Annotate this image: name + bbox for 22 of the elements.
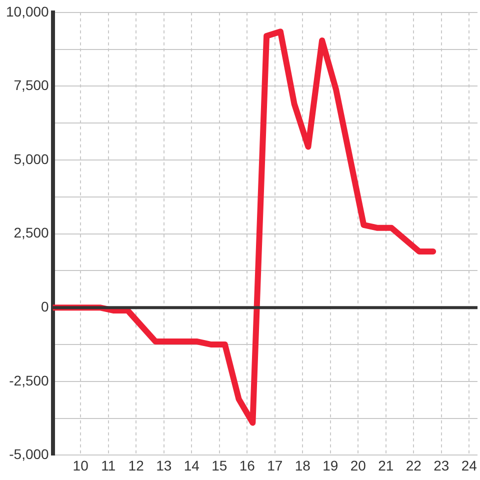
x-tick-label: 10 (72, 457, 89, 474)
x-tick-label: 14 (184, 457, 200, 474)
x-tick-label: 13 (156, 457, 172, 474)
y-tick-label: 0 (41, 298, 50, 314)
x-tick-label: 18 (294, 457, 311, 474)
x-tick-label: 16 (239, 457, 256, 474)
x-tick-label: 20 (350, 457, 366, 474)
y-tick-label: -5,000 (9, 446, 50, 462)
x-tick-label: 19 (322, 457, 338, 474)
x-tick-label: 21 (378, 457, 394, 474)
x-tick-label: 24 (461, 457, 478, 474)
y-tick-label: -2,500 (9, 372, 50, 388)
x-tick-label: 17 (267, 457, 283, 474)
x-tick-label: 22 (406, 457, 422, 474)
y-tick-label: 10,000 (6, 3, 50, 20)
x-tick-label: 23 (434, 457, 450, 474)
x-tick-label: 15 (212, 457, 228, 474)
x-tick-label: 12 (128, 457, 144, 474)
y-tick-label: 2,500 (14, 224, 50, 241)
y-tick-label: 5,000 (14, 150, 50, 167)
x-tick-label: 11 (101, 457, 116, 474)
y-tick-label: 7,500 (14, 77, 50, 94)
